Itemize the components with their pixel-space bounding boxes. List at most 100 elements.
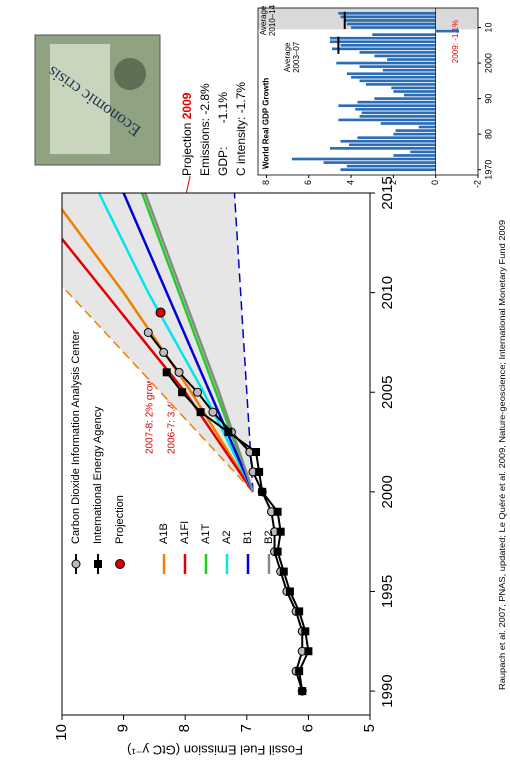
- marker: [256, 468, 263, 475]
- marker: [299, 688, 306, 695]
- bar: [292, 158, 436, 161]
- inset-x-tick-label: 80: [483, 129, 493, 139]
- bar: [360, 80, 436, 83]
- bar: [404, 94, 436, 97]
- projection-line: C intensity: -1.7%: [234, 82, 248, 176]
- marker: [160, 348, 168, 356]
- legend-marker: [72, 560, 80, 568]
- x-tick-label: 2005: [379, 376, 396, 409]
- inset-x-tick-label: 90: [483, 94, 493, 104]
- average-label: Average: [283, 42, 292, 72]
- marker: [197, 409, 204, 416]
- credit: Raupach et al. 2007, PNAS, updated; Le Q…: [498, 219, 507, 690]
- marker: [163, 369, 170, 376]
- bar: [410, 151, 435, 154]
- bar: [349, 143, 436, 146]
- legend-label: B1: [242, 531, 254, 544]
- photo: Economic crisis: [35, 35, 160, 165]
- marker: [144, 328, 152, 336]
- bar: [383, 69, 436, 72]
- bar: [419, 126, 436, 129]
- bar: [345, 19, 436, 22]
- bar: [341, 140, 436, 143]
- marker: [280, 568, 287, 575]
- marker: [286, 588, 293, 595]
- bar: [391, 87, 435, 90]
- legend-label: A1FI: [179, 521, 191, 544]
- bar: [362, 111, 436, 114]
- inset-y-tick-label: 6: [303, 180, 313, 185]
- bar: [393, 133, 435, 136]
- legend-label: A1B: [158, 523, 170, 544]
- average-label: 2003–07: [292, 41, 301, 73]
- legend-label: A2: [221, 531, 233, 544]
- plot-area: [0, 193, 312, 695]
- bar: [338, 12, 435, 15]
- marker: [253, 449, 260, 456]
- bar: [341, 16, 436, 19]
- bar: [381, 122, 436, 125]
- projection-year: 2009: [180, 92, 194, 119]
- bar: [357, 136, 435, 139]
- legend-label: Projection: [114, 495, 126, 544]
- inset-background: [258, 8, 478, 175]
- bar: [338, 104, 435, 107]
- bar: [360, 51, 436, 54]
- marker: [305, 648, 312, 655]
- inset-y-tick-label: 8: [261, 180, 271, 185]
- inset-title: World Real GDP Growth: [262, 78, 271, 169]
- envelope-area: [0, 193, 253, 492]
- bar: [351, 76, 436, 79]
- bar: [360, 115, 436, 118]
- bar: [357, 101, 435, 104]
- legend-marker: [95, 561, 102, 568]
- marker: [194, 388, 202, 396]
- marker: [302, 628, 309, 635]
- projection-point: [156, 308, 165, 317]
- bar: [338, 119, 435, 122]
- bar: [366, 83, 436, 86]
- average-label: Average: [259, 5, 268, 35]
- marker: [209, 408, 217, 416]
- x-tick-label: 2000: [379, 475, 396, 508]
- y-tick-label: 9: [115, 724, 132, 732]
- legend-label: International Energy Agency: [92, 406, 104, 544]
- bar: [374, 55, 435, 58]
- bar: [396, 129, 436, 132]
- photo-seal: [114, 58, 146, 90]
- inset-y-tick-label: 0: [430, 180, 440, 185]
- bar: [332, 48, 436, 51]
- slide: Fossil Fuel Emission (GtC y⁻¹) Raupach e…: [0, 4, 507, 757]
- marker: [274, 508, 281, 515]
- bar: [347, 72, 436, 75]
- marker: [259, 488, 266, 495]
- marker: [225, 429, 232, 436]
- legend-label: B2: [263, 531, 275, 544]
- average-label: 2010–14: [268, 4, 277, 36]
- y-tick-label: 10: [53, 724, 70, 741]
- bar: [355, 108, 435, 111]
- x-tick-label: 1995: [379, 575, 396, 608]
- bar: [360, 65, 436, 68]
- forecast-shade: [258, 8, 478, 29]
- marker: [296, 608, 303, 615]
- marker: [179, 389, 186, 396]
- bar: [372, 33, 435, 36]
- bar: [393, 90, 435, 93]
- y-tick-label: 7: [238, 724, 255, 732]
- bar: [330, 37, 436, 40]
- y-tick-label: 5: [361, 724, 378, 732]
- inset-x-tick-label: 10: [483, 23, 493, 33]
- x-tick-label: 1990: [379, 674, 396, 707]
- projection-label: Projection: [180, 123, 194, 176]
- legend-marker: [116, 560, 125, 569]
- inset-y-tick-label: 2: [388, 180, 398, 185]
- inset-y-tick-label: 4: [345, 180, 355, 185]
- legend-label: Carbon Dioxide Information Analysis Cent…: [70, 330, 82, 544]
- inset-note: 2009: -1.1%: [451, 20, 460, 63]
- bar: [374, 97, 435, 100]
- page: Fossil Fuel Emission (GtC y⁻¹) Raupach e…: [0, 0, 510, 774]
- y-tick-label: 8: [176, 724, 193, 732]
- bar: [330, 40, 436, 43]
